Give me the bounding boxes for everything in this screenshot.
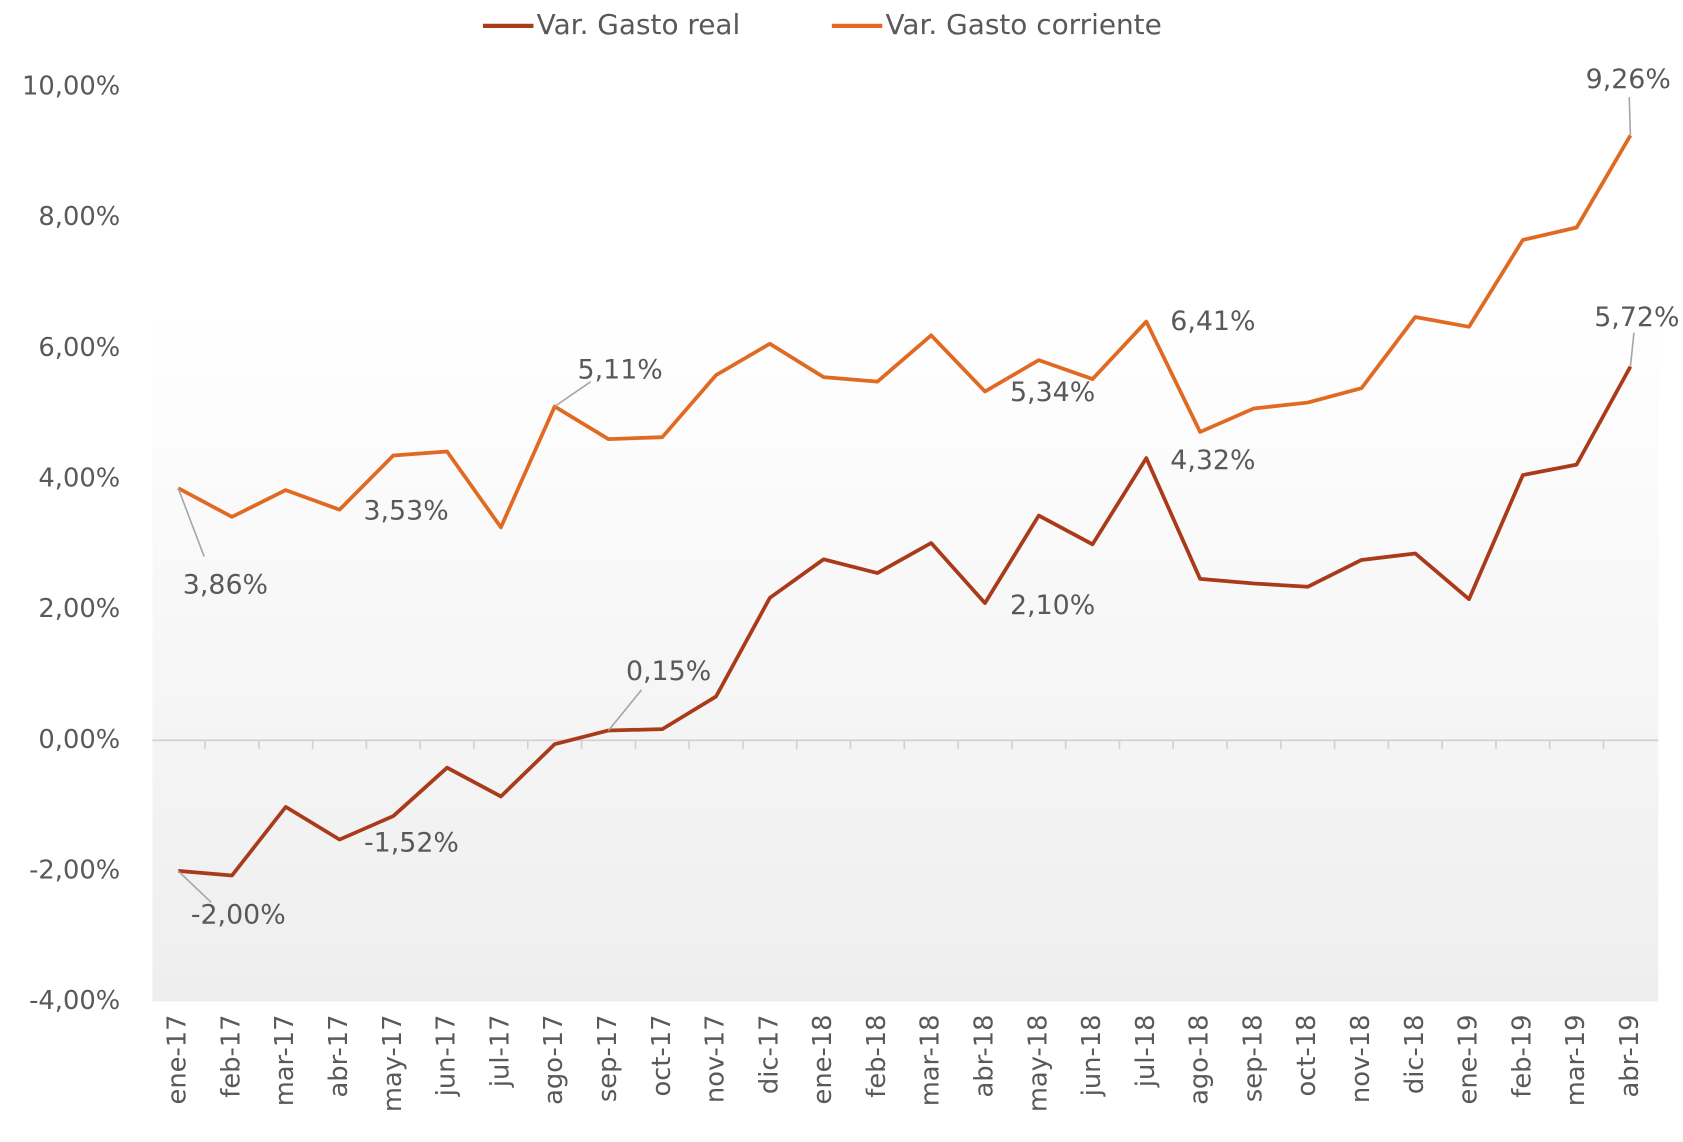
data-label: 3,53% — [363, 495, 448, 526]
x-tick-label: jul-18 — [1131, 1014, 1161, 1088]
data-label: 0,15% — [626, 656, 711, 687]
x-tick-label: feb-18 — [862, 1014, 892, 1097]
y-tick-label: 8,00% — [38, 202, 120, 232]
x-tick-label: ene-18 — [808, 1014, 838, 1104]
leader-line — [1628, 97, 1632, 136]
y-tick-label: 2,00% — [38, 594, 120, 624]
x-tick-label: abr-19 — [1615, 1014, 1645, 1097]
data-label: 9,26% — [1586, 64, 1671, 95]
y-tick-label: -2,00% — [29, 855, 120, 885]
y-tick-label: 0,00% — [38, 725, 120, 755]
x-tick-label: abr-18 — [969, 1014, 999, 1097]
leader-line — [1629, 332, 1635, 367]
plot-background — [152, 306, 1659, 1002]
x-tick-label: jun-17 — [432, 1014, 462, 1097]
data-label: 4,32% — [1170, 445, 1255, 476]
x-tick-label: feb-17 — [216, 1014, 246, 1097]
x-tick-label: sep-18 — [1238, 1014, 1268, 1102]
x-tick-label: ene-17 — [163, 1014, 193, 1104]
x-tick-label: dic-18 — [1400, 1014, 1430, 1094]
data-label: 6,41% — [1170, 306, 1255, 337]
x-tick-label: ago-17 — [539, 1014, 569, 1104]
x-tick-label: oct-18 — [1292, 1014, 1322, 1096]
y-tick-label: -4,00% — [29, 986, 120, 1016]
x-tick-label: mar-18 — [916, 1014, 946, 1106]
x-tick-label: ene-19 — [1454, 1014, 1484, 1104]
x-tick-label: ago-18 — [1185, 1014, 1215, 1104]
x-tick-label: mar-17 — [270, 1014, 300, 1106]
leader-line — [177, 487, 205, 557]
x-tick-label: nov-18 — [1346, 1014, 1376, 1103]
leader-line — [607, 689, 643, 731]
series-line — [177, 134, 1633, 530]
series-line — [178, 365, 1633, 878]
leader-line — [177, 870, 212, 904]
x-tick-label: jun-18 — [1077, 1014, 1107, 1097]
y-tick-label: 6,00% — [38, 333, 120, 363]
x-tick-label: dic-17 — [754, 1014, 784, 1094]
data-label: 5,72% — [1594, 302, 1679, 333]
data-label: 5,11% — [578, 355, 663, 386]
x-tick-label: feb-19 — [1507, 1014, 1537, 1097]
x-tick-label: oct-17 — [647, 1014, 677, 1096]
legend-label: Var. Gasto corriente — [886, 8, 1162, 41]
x-tick-label: may-17 — [378, 1014, 408, 1112]
leader-line — [554, 381, 592, 408]
x-tick-label: abr-17 — [324, 1014, 354, 1097]
data-label: -1,52% — [364, 827, 459, 858]
data-label: -2,00% — [191, 899, 286, 930]
x-tick-label: mar-19 — [1561, 1014, 1591, 1106]
data-label: 5,34% — [1010, 377, 1095, 408]
x-tick-label: sep-17 — [593, 1014, 623, 1102]
x-tick-label: nov-17 — [701, 1014, 731, 1103]
x-tick-label: may-18 — [1023, 1014, 1053, 1112]
x-tick-label: jul-17 — [485, 1014, 515, 1088]
legend-label: Var. Gasto real — [537, 8, 741, 41]
data-label: 2,10% — [1010, 590, 1095, 621]
data-label: 3,86% — [183, 569, 268, 600]
y-tick-label: 10,00% — [22, 72, 120, 102]
y-tick-label: 4,00% — [38, 463, 120, 493]
